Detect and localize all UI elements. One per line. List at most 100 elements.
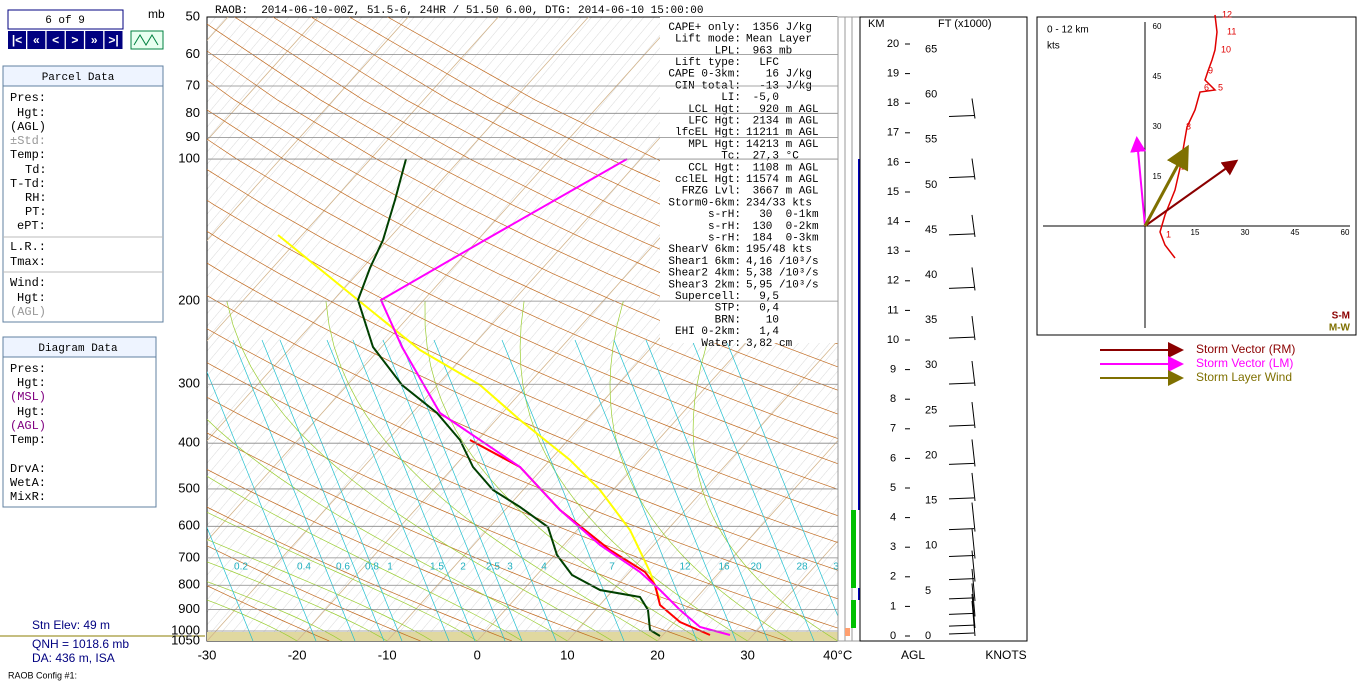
- nav-button[interactable]: [8, 31, 26, 49]
- parcel-label: T-Td:: [10, 177, 46, 191]
- temp-label: 0: [474, 647, 481, 662]
- height-column: [837, 16, 861, 642]
- ft-label: 20: [925, 449, 937, 461]
- diagram-label: Pres:: [10, 362, 46, 376]
- dry-adiabat: [207, 362, 838, 629]
- footer: RAOB Config #1:: [8, 670, 77, 680]
- station-da: DA: 436 m, ISA: [32, 651, 115, 665]
- mixing-label: 0.2: [234, 562, 248, 573]
- parcel-label: ±Std:: [10, 134, 46, 148]
- stat-label: cclEL Hgt:: [675, 174, 741, 186]
- diagram-label: (MSL): [10, 390, 46, 404]
- barb-flag: [948, 176, 975, 179]
- isotherm: [207, 17, 589, 442]
- km-label: 14: [887, 216, 899, 228]
- parcel-label: L.R.:: [10, 240, 46, 254]
- mixing-line: [326, 339, 450, 641]
- moist-adiabat: [609, 301, 793, 641]
- mixing-line: [207, 526, 254, 641]
- moist-adiabat: [424, 301, 703, 641]
- temp-label: 20: [650, 647, 664, 662]
- parcel-label: Td:: [25, 163, 47, 177]
- stat-value: Mean Layer: [746, 34, 812, 46]
- mixing-label: 7: [609, 562, 615, 573]
- mixing-label: 28: [796, 562, 808, 573]
- isotherm: [207, 17, 499, 342]
- stat-value: 0,4: [746, 303, 779, 315]
- stats-box: [660, 17, 838, 343]
- stat-label: LFC Hgt:: [688, 116, 741, 128]
- legend-label: Storm Layer Wind: [1196, 370, 1292, 384]
- hodo-height: 1: [1166, 229, 1171, 239]
- axes: 5060708090100200300400500600700800900100…: [171, 8, 852, 662]
- barb-flag: [948, 336, 975, 339]
- stat-value: 963 mb: [746, 45, 792, 57]
- nav-button[interactable]: [85, 31, 104, 49]
- dry-adiabat: [207, 432, 695, 641]
- stat-value: 1108 m AGL: [746, 162, 819, 174]
- moist-adiabat: [207, 511, 478, 641]
- stat-label: CAPE+ only:: [668, 22, 741, 34]
- unit: mb: [148, 7, 165, 21]
- mixing-label: 0.6: [336, 562, 350, 573]
- nav-buttons: |< « < > » >|: [8, 31, 123, 49]
- stat-value: 11574 m AGL: [746, 174, 819, 186]
- panel-title: Diagram Data: [38, 343, 118, 355]
- stat-label: CCL Hgt:: [688, 162, 741, 174]
- stat-value: 920 m AGL: [746, 104, 819, 116]
- dry-adiabat: [207, 545, 421, 641]
- mixing-label: 0.4: [297, 562, 311, 573]
- stat-label: Shear2 4km:: [668, 268, 741, 280]
- barb-flag: [948, 624, 975, 627]
- hodo-range: 0 - 12 km: [1047, 25, 1089, 36]
- storm-vector-lm: [1130, 136, 1147, 227]
- pressure-label: 400: [178, 435, 200, 450]
- nav-button[interactable]: [27, 31, 46, 49]
- height-scale: 0123456789101112131415161718192005101520…: [887, 38, 937, 642]
- nav-button[interactable]: [65, 31, 84, 49]
- moist-adiabat: [207, 539, 433, 641]
- stat-value: 234/33 kts: [746, 197, 812, 209]
- dry-adiabat: [207, 230, 838, 517]
- legend-label: Storm Vector (RM): [1196, 342, 1295, 356]
- hodo-unit: kts: [1047, 41, 1060, 52]
- hodo-y-tick: 30: [1153, 122, 1162, 131]
- pressure-label: 80: [186, 105, 200, 120]
- hodo-x-tick: 15: [1191, 228, 1200, 237]
- nav-button[interactable]: [46, 31, 65, 49]
- barb-staff: [971, 583, 976, 617]
- ft-label: 65: [925, 43, 937, 55]
- km-label: 11: [887, 304, 898, 316]
- dry-adiabat: [207, 396, 787, 641]
- hodo-x-tick: 45: [1291, 228, 1300, 237]
- mode-button[interactable]: [130, 30, 164, 50]
- stat-label: Supercell:: [675, 291, 741, 303]
- nav-button-label: »: [91, 33, 98, 47]
- barb-staff: [971, 402, 976, 429]
- barb-staff: [971, 528, 976, 559]
- km-label: 15: [887, 186, 899, 198]
- hodo-height: 11: [1227, 26, 1236, 36]
- diagram-label: DrvA:: [10, 462, 46, 476]
- mixing-label: 1.5: [430, 562, 444, 573]
- mixing-line: [232, 339, 356, 641]
- stat-value: -13 J/kg: [746, 80, 812, 92]
- stat-value: 14213 m AGL: [746, 139, 819, 151]
- nav-button[interactable]: [104, 31, 123, 49]
- hodo-height: 9: [1208, 65, 1213, 75]
- stat-value: 30 0-1km: [746, 209, 819, 221]
- layer-bar: [851, 600, 856, 628]
- barb-flag: [948, 632, 975, 635]
- km-label: 19: [887, 68, 899, 80]
- mixing-label: 20: [750, 562, 762, 573]
- moist-adiabat: [207, 599, 298, 641]
- parcel-label: (AGL): [10, 120, 46, 134]
- stat-label: lfcEL Hgt:: [675, 127, 741, 139]
- km-label: 1: [890, 600, 896, 612]
- barb-staff: [971, 502, 976, 532]
- stat-label: CAPE 0-3km:: [668, 69, 741, 81]
- pressure-label: 200: [178, 293, 200, 308]
- mixing-label: 16: [718, 562, 730, 573]
- header: RAOB: 2014-06-10-00Z, 51.5-6, 24HR / 51.…: [215, 5, 703, 17]
